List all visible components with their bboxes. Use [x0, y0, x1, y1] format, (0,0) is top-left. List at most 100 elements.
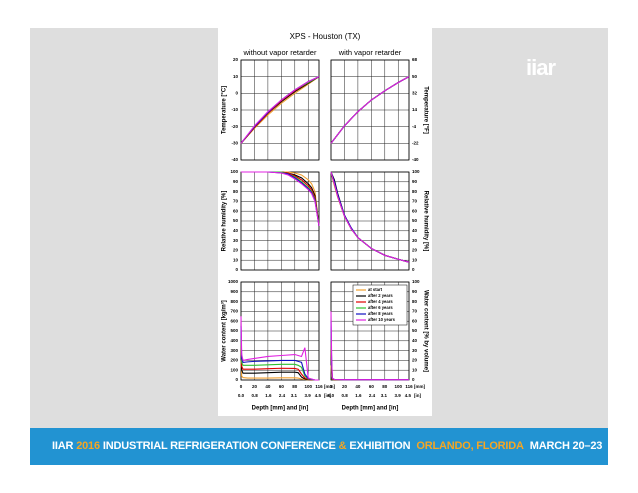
legend-label: after 6 years	[368, 305, 393, 310]
x-tick-label: 0	[330, 384, 333, 389]
y2-axis-label: Relative humidity [%]	[422, 191, 428, 252]
y2-tick-label: 20	[412, 358, 418, 363]
y-tick-label: 0	[235, 377, 238, 382]
y2-tick-label: 32	[412, 91, 418, 96]
y-tick-label: 10	[233, 74, 239, 79]
y-tick-label: 900	[230, 289, 238, 294]
y2-tick-label: 10	[412, 367, 418, 372]
y2-tick-label: -4	[412, 124, 416, 129]
x2-tick-label: 4.5	[405, 393, 412, 398]
logo: iiar	[526, 55, 556, 80]
y-tick-label: 50	[233, 218, 239, 223]
y-axis-label: Water content [kg/m³]	[221, 300, 228, 361]
x-unit-label: [mm]	[414, 384, 426, 389]
series-line	[330, 171, 410, 263]
y2-tick-label: 10	[412, 257, 418, 262]
y-tick-label: 500	[230, 328, 238, 333]
x2-tick-label: 3.1	[381, 393, 388, 398]
series-line	[330, 76, 410, 144]
y2-tick-label: 80	[412, 299, 418, 304]
y2-tick-label: 50	[412, 74, 418, 79]
banner-text: INDUSTRIAL REFRIGERATION CONFERENCE	[102, 440, 336, 452]
y2-tick-label: 0	[412, 377, 415, 382]
y2-tick-label: 100	[412, 169, 420, 174]
legend-label: after 2 years	[368, 293, 393, 298]
y2-tick-label: 50	[412, 218, 418, 223]
y-tick-label: 100	[230, 169, 238, 174]
series-line	[330, 311, 409, 381]
series-line	[240, 316, 319, 381]
y2-tick-label: 90	[412, 289, 418, 294]
y2-tick-label: 14	[412, 107, 418, 112]
legend-label: after 8 years	[368, 311, 393, 316]
y-tick-label: 0	[235, 267, 238, 272]
y2-tick-label: 0	[412, 267, 415, 272]
y2-tick-label: 50	[412, 328, 418, 333]
x-tick-label: 40	[265, 384, 271, 389]
x2-tick-label: 0.0	[328, 393, 335, 398]
y-tick-label: -10	[231, 107, 238, 112]
banner-text: 2016	[76, 440, 100, 452]
x-tick-label: 116	[315, 384, 323, 389]
plot-frame	[330, 59, 410, 161]
y-tick-label: 90	[233, 179, 239, 184]
x2-unit-label: [in]	[324, 393, 331, 398]
x2-tick-label: 2.4	[279, 393, 286, 398]
y-tick-label: 400	[230, 338, 238, 343]
banner-text: IIAR	[52, 440, 74, 452]
x-unit-label: [mm]	[324, 384, 336, 389]
y-tick-label: 800	[230, 299, 238, 304]
y-tick-label: 0	[235, 91, 238, 96]
y2-tick-label: 70	[412, 309, 418, 314]
x-tick-label: 20	[252, 384, 258, 389]
x-tick-label: 0	[240, 384, 243, 389]
y2-axis-label: Water content [% by volume]	[422, 290, 428, 372]
y-tick-label: 40	[233, 228, 239, 233]
x2-tick-label: 1.6	[265, 393, 272, 398]
y-tick-label: 20	[233, 248, 239, 253]
x2-tick-label: 0.8	[252, 393, 259, 398]
legend-label: at start	[368, 287, 383, 292]
x-tick-label: 80	[292, 384, 298, 389]
y2-tick-label: 60	[412, 208, 418, 213]
x2-tick-label: 3.9	[304, 393, 311, 398]
figure-title: XPS - Houston (TX)	[290, 32, 361, 41]
y2-tick-label: 20	[412, 248, 418, 253]
y2-tick-label: 70	[412, 199, 418, 204]
y-tick-label: 30	[233, 238, 239, 243]
x2-tick-label: 1.6	[355, 393, 362, 398]
y-tick-label: -40	[231, 157, 238, 162]
y2-tick-label: 30	[412, 238, 418, 243]
plot-frame	[330, 171, 410, 271]
y2-tick-label: 40	[412, 228, 418, 233]
x-axis-label: Depth [mm] and [in]	[342, 406, 399, 412]
y2-tick-label: -22	[412, 141, 419, 146]
y-tick-label: 70	[233, 199, 239, 204]
x2-tick-label: 3.1	[291, 393, 298, 398]
y2-tick-label: 68	[412, 57, 418, 62]
y-tick-label: 100	[230, 367, 238, 372]
y-tick-label: 20	[233, 57, 239, 62]
legend-label: after 10 years	[368, 317, 396, 322]
x2-tick-label: 0.8	[342, 393, 349, 398]
y-tick-label: 80	[233, 189, 239, 194]
y2-tick-label: -40	[412, 157, 419, 162]
figure-background	[218, 25, 432, 416]
series-line	[241, 171, 320, 226]
y-axis-label: Relative humidity [%]	[222, 191, 228, 252]
x-axis-label: Depth [mm] and [in]	[252, 406, 309, 412]
legend-label: after 4 years	[368, 299, 393, 304]
x-tick-label: 60	[279, 384, 285, 389]
x-tick-label: 100	[394, 384, 402, 389]
y-tick-label: 1000	[228, 279, 239, 284]
y2-tick-label: 30	[412, 348, 418, 353]
banner-text: MARCH 20–23	[529, 440, 603, 452]
x-tick-label: 40	[355, 384, 361, 389]
x2-tick-label: 4.5	[315, 393, 322, 398]
y-tick-label: -30	[231, 141, 238, 146]
banner-text: EXHIBITION	[349, 440, 411, 452]
y2-tick-label: 90	[412, 179, 418, 184]
column-title: without vapor retarder	[243, 48, 317, 57]
